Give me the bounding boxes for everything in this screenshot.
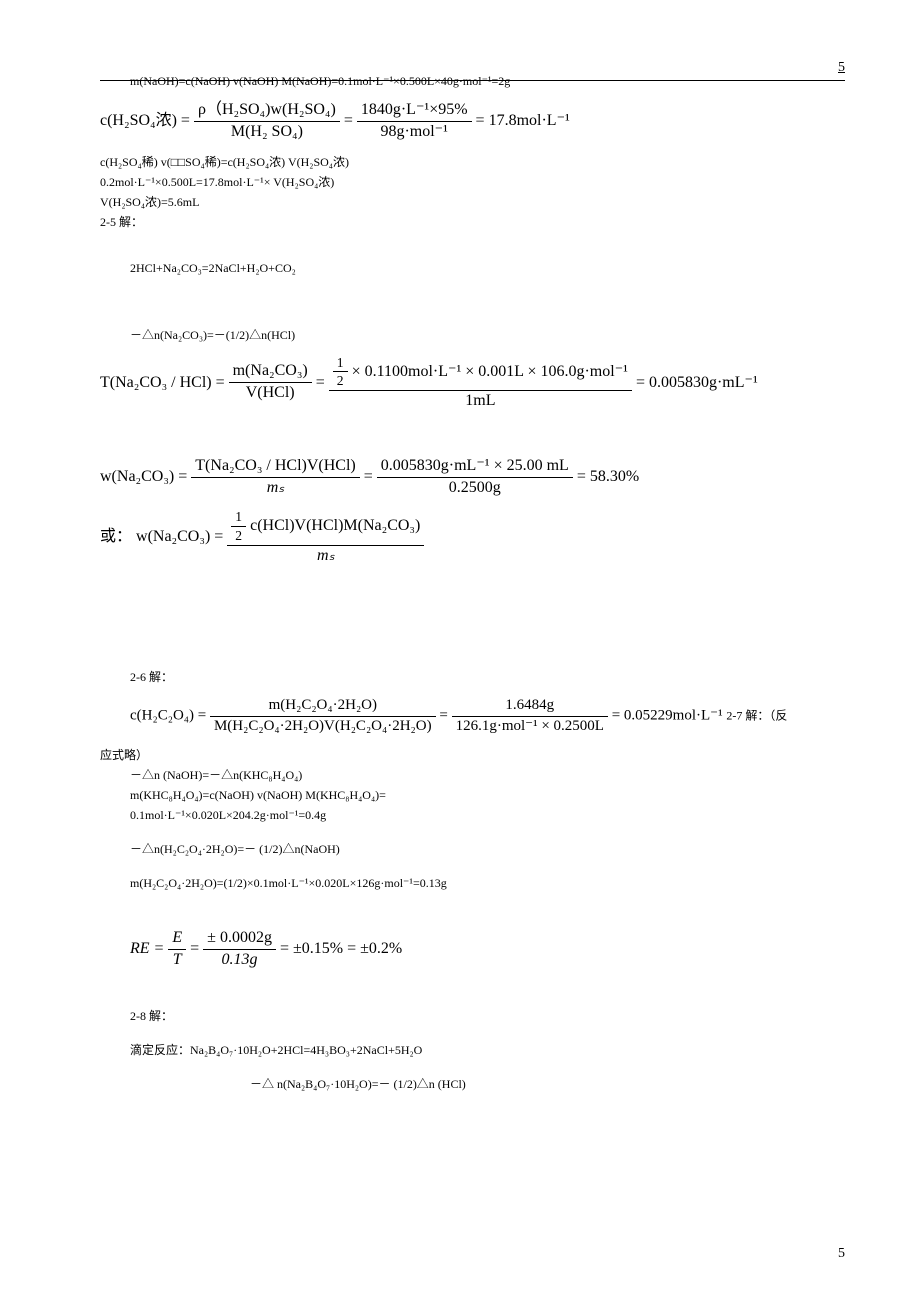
header-rule [100, 80, 845, 81]
formula-relative-error: RE = E T = ± 0.0002g 0.13g = ±0.15% = ±0… [100, 928, 860, 971]
fraction: 1 2 c(HCl)V(HCl)M(Na₂CO₃) mₛ [227, 508, 424, 566]
text-line: 0.2mol·L⁻¹×0.500L=17.8mol·L⁻¹× V(H₂SO₄浓) [100, 173, 860, 191]
equals: = [364, 468, 377, 485]
formula-rhs: = 0.005830g·mL⁻¹ [636, 373, 758, 390]
numerator-rest: c(HCl)V(HCl)M(Na₂CO₃) [246, 517, 420, 534]
formula-oxalic: c(H₂C₂O₄) = m(H₂C₂O₄·2H₂O) M(H₂C₂O₄·2H₂O… [100, 696, 860, 736]
formula-rhs: = 17.8mol·L⁻¹ [476, 112, 570, 129]
numerator: E [168, 928, 186, 950]
half-den: 2 [231, 527, 246, 545]
section-heading: 2-5 解： [100, 213, 860, 231]
fraction: 1 2 × 0.1100mol·L⁻¹ × 0.001L × 106.0g·mo… [329, 354, 632, 412]
fraction: T(Na₂CO₃ / HCl)V(HCl) mₛ [191, 456, 359, 499]
text-line: m(H₂C₂O₄·2H₂O)=(1/2)×0.1mol·L⁻¹×0.020L×1… [100, 874, 860, 892]
fraction: 0.005830g·mL⁻¹ × 25.00 mL 0.2500g [377, 456, 573, 499]
numerator-rest: × 0.1100mol·L⁻¹ × 0.001L × 106.0g·mol⁻¹ [348, 362, 628, 379]
numerator: 1 2 × 0.1100mol·L⁻¹ × 0.001L × 106.0g·mo… [329, 354, 632, 391]
equals: = [439, 708, 451, 724]
denominator: mₛ [191, 478, 359, 499]
formula-lhs: RE = [130, 940, 168, 957]
equals: = [316, 373, 329, 390]
formula-lhs: c(H₂C₂O₄) = [130, 708, 210, 724]
half-num: 1 [231, 508, 246, 527]
fraction: m(Na₂CO₃) V(HCl) [229, 361, 312, 404]
fraction: E T [168, 928, 186, 971]
numerator: 1840g·L⁻¹×95% [357, 100, 472, 122]
text-line: 0.1mol·L⁻¹×0.020L×204.2g·mol⁻¹=0.4g [100, 806, 860, 824]
denominator: 126.1g·mol⁻¹ × 0.2500L [452, 717, 608, 737]
numerator: T(Na₂CO₃ / HCl)V(HCl) [191, 456, 359, 478]
formula-mass-fraction: w(Na₂CO₃) = T(Na₂CO₃ / HCl)V(HCl) mₛ = 0… [100, 456, 860, 499]
denominator: mₛ [227, 546, 424, 567]
denominator: 1mL [329, 391, 632, 412]
half-fraction: 1 2 [231, 508, 246, 544]
fraction: ρ（H₂SO₄)w(H₂SO₄) M(H₂ SO₄) [194, 100, 340, 143]
page-number-bottom: 5 [838, 1246, 845, 1262]
text-line: m(NaOH)=c(NaOH) v(NaOH) M(NaOH)=0.1mol·L… [100, 72, 860, 90]
numerator: 0.005830g·mL⁻¹ × 25.00 mL [377, 456, 573, 478]
numerator: 1.6484g [452, 696, 608, 717]
formula-lhs: T(Na₂CO₃ / HCl) = [100, 373, 229, 390]
text-line: c(H₂SO₄稀) v(□□SO₄稀)=c(H₂SO₄浓) V(H₂SO₄浓) [100, 153, 860, 171]
section-heading: 2-8 解： [100, 1007, 860, 1025]
equals: = [190, 940, 203, 957]
formula-alternative: 或： w(Na₂CO₃) = 1 2 c(HCl)V(HCl)M(Na₂CO₃)… [100, 508, 860, 566]
formula-titer: T(Na₂CO₃ / HCl) = m(Na₂CO₃) V(HCl) = 1 2… [100, 354, 860, 412]
formula-rhs: = 0.05229mol·L⁻¹ [612, 708, 723, 724]
numerator: 1 2 c(HCl)V(HCl)M(Na₂CO₃) [227, 508, 424, 545]
half-den: 2 [333, 372, 348, 390]
inline-heading: 2-7 解：（反 [726, 709, 787, 723]
half-num: 1 [333, 354, 348, 373]
text-line: V(H₂SO₄浓)=5.6mL [100, 193, 860, 211]
page-number-top: 5 [838, 60, 845, 76]
fraction: 1840g·L⁻¹×95% 98g·mol⁻¹ [357, 100, 472, 143]
denominator: M(H₂C₂O₄·2H₂O)V(H₂C₂O₄·2H₂O) [210, 717, 436, 737]
formula-lhs: w(Na₂CO₃) = [100, 468, 191, 485]
formula-lhs: w(Na₂CO₃) = [136, 528, 227, 545]
fraction: ± 0.0002g 0.13g [203, 928, 276, 971]
denominator: 98g·mol⁻¹ [357, 122, 472, 143]
formula-lhs: c(H₂SO₄浓) = [100, 112, 194, 129]
numerator: ± 0.0002g [203, 928, 276, 950]
section-heading: 2-6 解： [100, 668, 860, 686]
denominator: 0.2500g [377, 478, 573, 499]
denominator: 0.13g [203, 950, 276, 971]
numerator: m(H₂C₂O₄·2H₂O) [210, 696, 436, 717]
half-fraction: 1 2 [333, 354, 348, 390]
text-line: －△n(Na₂CO₃)=－(1/2)△n(HCl) [100, 326, 860, 344]
text-line: m(KHC₈H₄O₄)=c(NaOH) v(NaOH) M(KHC₈H₄O₄)= [100, 786, 860, 804]
formula-h2so4-conc: c(H₂SO₄浓) = ρ（H₂SO₄)w(H₂SO₄) M(H₂ SO₄) =… [100, 100, 860, 143]
numerator: ρ（H₂SO₄)w(H₂SO₄) [194, 100, 340, 122]
text-line: 应式略） [100, 746, 860, 764]
denominator: T [168, 950, 186, 971]
equals: = [344, 112, 357, 129]
fraction: m(H₂C₂O₄·2H₂O) M(H₂C₂O₄·2H₂O)V(H₂C₂O₄·2H… [210, 696, 436, 736]
chemical-equation: 2HCl+Na₂CO₃=2NaCl+H₂O+CO₂ [100, 259, 860, 277]
text-line: －△n(H₂C₂O₄·2H₂O)=－ (1/2)△n(NaOH) [100, 840, 860, 858]
denominator: M(H₂ SO₄) [194, 122, 340, 143]
fraction: 1.6484g 126.1g·mol⁻¹ × 0.2500L [452, 696, 608, 736]
prefix-text: 或： [100, 528, 132, 545]
formula-rhs: = ±0.15% = ±0.2% [280, 940, 402, 957]
numerator: m(Na₂CO₃) [229, 361, 312, 383]
text-line: －△ n(Na₂B₄O₇·10H₂O)=－ (1/2)△n (HCl) [100, 1075, 860, 1093]
chemical-equation: 滴定反应：Na₂B₄O₇·10H₂O+2HCl=4H₃BO₃+2NaCl+5H₂… [100, 1041, 860, 1059]
formula-rhs: = 58.30% [577, 468, 639, 485]
text-line: －△n (NaOH)=－△n(KHC₈H₄O₄) [100, 766, 860, 784]
denominator: V(HCl) [229, 383, 312, 404]
